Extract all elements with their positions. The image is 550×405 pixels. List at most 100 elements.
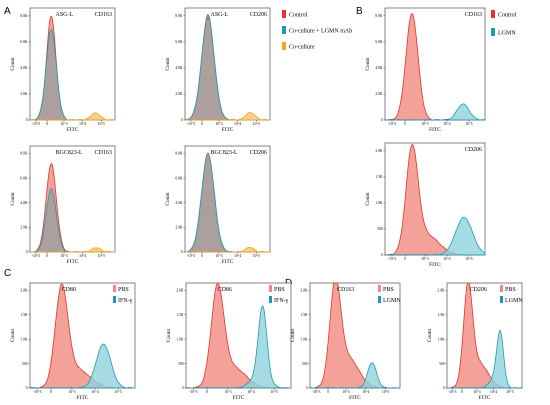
marker-label: CD206 bbox=[465, 147, 482, 153]
x-tick-label: 10^4 bbox=[79, 254, 86, 258]
x-tick-label: 10^4 bbox=[248, 390, 255, 394]
y-tick-label: 0 bbox=[181, 250, 183, 254]
cell-line-label: CD206 bbox=[470, 287, 487, 293]
y-tick-label: 1.5K bbox=[20, 313, 27, 317]
x-axis-label: FITC bbox=[77, 395, 89, 401]
x-tick-label: 10^5 bbox=[98, 254, 105, 258]
series-coculture bbox=[184, 246, 271, 253]
series-coculture bbox=[28, 112, 115, 121]
x-tick-label: 10^3 bbox=[68, 390, 75, 394]
legend-swatch bbox=[282, 26, 286, 34]
x-axis-label: FITC bbox=[67, 259, 79, 265]
legend-swatch bbox=[113, 296, 116, 303]
y-tick-label: 4.0K bbox=[20, 66, 27, 70]
x-tick-label: 10^5 bbox=[253, 122, 260, 126]
y-tick-label: 4.0K bbox=[375, 66, 382, 70]
marker-label: CD163 bbox=[95, 12, 112, 18]
x-axis-label: FITC bbox=[429, 127, 441, 133]
series-treat bbox=[29, 343, 135, 389]
x-tick-label: -10^3 bbox=[32, 254, 40, 258]
x-tick-label: 10^3 bbox=[421, 122, 428, 126]
y-tick-label: 0 bbox=[381, 253, 383, 257]
x-tick-label: -10^3 bbox=[189, 390, 197, 394]
histogram-B2: 0 500 1.0K 1.5K 2.0K -10^3 0 10^3 10^4 10^5 FITC Co… bbox=[365, 142, 486, 268]
y-axis-label: Count bbox=[165, 57, 171, 71]
cell-line-label: CD80 bbox=[62, 287, 76, 293]
y-tick-label: 0 bbox=[26, 250, 28, 254]
cell-line-label: BGC823-L bbox=[211, 150, 238, 156]
histogram-D1: 0 500 1.0K 1.5K 2.0K -10^3 0 10^3 10^4 10^5 FITC Co… bbox=[290, 282, 401, 401]
y-tick-label: 500 bbox=[22, 362, 28, 366]
y-tick-label: 4.0K bbox=[175, 201, 182, 205]
x-axis-label: FITC bbox=[479, 395, 491, 401]
x-tick-label: 0 bbox=[201, 254, 203, 258]
x-tick-label: 10^3 bbox=[224, 390, 231, 394]
x-tick-label: -10^3 bbox=[312, 390, 320, 394]
legend-label: PBS bbox=[118, 287, 129, 293]
cell-line-label: ASG-L bbox=[56, 12, 74, 18]
y-tick-label: 1.5K bbox=[300, 313, 307, 317]
legend-swatch bbox=[378, 285, 381, 292]
y-tick-label: 2.0K bbox=[375, 92, 382, 96]
legend-swatch bbox=[282, 42, 286, 50]
y-tick-label: 2.0K bbox=[375, 149, 382, 153]
legend-label: PBS bbox=[505, 287, 516, 293]
y-tick-label: 8.0K bbox=[20, 152, 27, 156]
series-treat bbox=[385, 103, 486, 121]
legend-label: Co-culture bbox=[289, 45, 315, 51]
y-tick-label: 2.0K bbox=[20, 289, 27, 293]
y-tick-label: 0 bbox=[181, 118, 183, 122]
marker-label: CD163 bbox=[465, 12, 482, 18]
x-tick-label: 10^3 bbox=[421, 257, 428, 261]
series-coculture bbox=[184, 111, 270, 121]
y-tick-label: 8.0K bbox=[375, 14, 382, 18]
histogram-A1: 0 2.0K 4.0K 6.0K 8.0K -10^3 0 10^3 10^4 10^5 FITC C… bbox=[10, 7, 116, 133]
x-tick-label: 10^4 bbox=[362, 390, 369, 394]
legend-swatch bbox=[491, 10, 495, 18]
x-tick-label: 10^3 bbox=[215, 254, 222, 258]
y-tick-label: 1.0K bbox=[437, 337, 444, 341]
x-axis-label: FITC bbox=[222, 127, 234, 133]
histogram-C2: 0 500 1.0K 1.5K 2.0K -10^3 0 10^3 10^4 10^5 FITC Co… bbox=[166, 282, 292, 401]
y-tick-label: 2.0K bbox=[437, 289, 444, 293]
x-tick-label: 0 bbox=[404, 122, 406, 126]
legend-swatch bbox=[500, 285, 503, 292]
y-tick-label: 0 bbox=[443, 386, 445, 390]
histogram-C1: 0 500 1.0K 1.5K 2.0K -10^3 0 10^3 10^4 10^5 FITC Co… bbox=[10, 282, 136, 401]
y-tick-label: 0 bbox=[26, 118, 28, 122]
x-tick-label: 0 bbox=[327, 390, 329, 394]
x-axis-label: FITC bbox=[349, 395, 361, 401]
y-axis-label: Count bbox=[165, 192, 171, 206]
x-tick-label: 0 bbox=[201, 122, 203, 126]
histogram-A2: 0 2.0K 4.0K 6.0K 8.0K -10^3 0 10^3 10^4 10^5 FITC C… bbox=[165, 7, 271, 133]
x-tick-label: -10^3 bbox=[187, 254, 195, 258]
legend-swatch bbox=[500, 296, 503, 303]
y-tick-label: 0 bbox=[306, 386, 308, 390]
x-tick-label: 10^4 bbox=[443, 257, 450, 261]
x-tick-label: 0 bbox=[50, 390, 52, 394]
marker-label: CD206 bbox=[250, 12, 267, 18]
x-tick-label: 10^4 bbox=[79, 122, 86, 126]
y-tick-label: 1.0K bbox=[300, 337, 307, 341]
legend-label: IFN-γ bbox=[274, 298, 289, 304]
x-axis-label: FITC bbox=[222, 259, 234, 265]
x-axis-label: FITC bbox=[67, 127, 79, 133]
legend-swatch bbox=[378, 296, 381, 303]
legend-panel-a: Control Co-culture + LGMN mAb Co-culture bbox=[282, 10, 352, 51]
legend-label: LGMN bbox=[498, 31, 516, 37]
legend-panel-b: Control LGMN bbox=[491, 10, 517, 37]
legend-label: Control bbox=[498, 13, 517, 19]
y-axis-label: Count bbox=[10, 57, 16, 71]
y-tick-label: 500 bbox=[377, 227, 383, 231]
y-tick-label: 1.0K bbox=[176, 337, 183, 341]
x-tick-label: -10^3 bbox=[388, 122, 396, 126]
y-tick-label: 2.0K bbox=[300, 289, 307, 293]
x-tick-label: -10^3 bbox=[388, 257, 396, 261]
y-tick-label: 6.0K bbox=[20, 176, 27, 180]
cell-line-label: CD163 bbox=[337, 287, 354, 293]
y-axis-label: Count bbox=[166, 328, 172, 342]
y-axis-label: Count bbox=[290, 328, 296, 342]
legend-swatch bbox=[269, 285, 272, 292]
marker-label: CD163 bbox=[95, 150, 112, 156]
